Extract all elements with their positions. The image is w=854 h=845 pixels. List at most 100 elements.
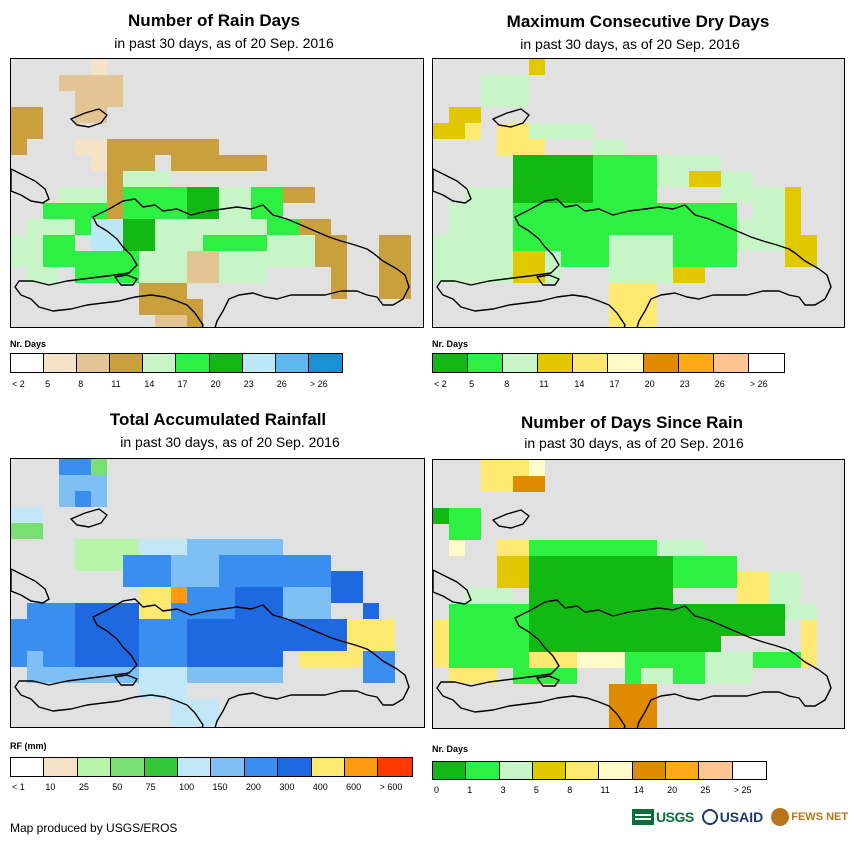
legend-swatch (378, 758, 412, 776)
usgs-logo[interactable]: USGS (632, 809, 694, 825)
legend-title-dry-days: Nr. Days (432, 339, 469, 349)
gonave-coastline (114, 274, 138, 286)
legend-swatch (538, 354, 574, 372)
legend-swatch (643, 354, 679, 372)
legend-label: 200 (245, 782, 261, 792)
legend-label: 23 (679, 379, 690, 389)
map-cell (449, 540, 465, 556)
map-cell (673, 267, 705, 283)
map-cell (43, 667, 139, 683)
panel-subtitle-days-since-rain: in past 30 days, as of 20 Sep. 2016 (524, 435, 744, 451)
legend-swatch (503, 354, 539, 372)
map-cell (609, 556, 673, 604)
map-cell (283, 587, 331, 619)
legend-bar-days-since-rain (432, 761, 767, 780)
map-cell (235, 587, 283, 619)
map-cell (203, 155, 267, 171)
map-cell (721, 171, 753, 203)
map-cell (465, 588, 513, 604)
map-rain-days[interactable] (10, 58, 424, 328)
legend-title-rainfall: RF (mm) (10, 741, 47, 751)
map-cell (59, 187, 107, 203)
map-days-since-rain[interactable] (432, 459, 845, 729)
map-cell (529, 460, 545, 476)
fews-logo-text: FEWS NET (791, 811, 849, 823)
map-cell (187, 251, 219, 283)
legend-label: 14 (633, 785, 644, 795)
map-cell (657, 540, 705, 556)
legend-label: 23 (243, 379, 254, 389)
map-cell (91, 59, 107, 75)
map-cell (433, 620, 449, 668)
map-cell (187, 539, 235, 555)
legend-label: 11 (111, 379, 121, 389)
map-consecutive-dry-days[interactable] (432, 58, 845, 328)
map-canvas (433, 460, 832, 728)
map-cell (251, 187, 283, 219)
legend-label: 300 (279, 782, 295, 792)
map-cell (801, 620, 817, 668)
map-cell (577, 652, 625, 668)
mainland-coastline (14, 598, 410, 727)
usaid-logo[interactable]: USAID (701, 809, 764, 825)
map-cell (593, 155, 657, 203)
map-cell (107, 171, 123, 219)
tortuga-coastline (492, 509, 530, 529)
legend-swatch (632, 762, 667, 779)
legend-swatch (110, 354, 144, 372)
panel-subtitle-dry-days: in past 30 days, as of 20 Sep. 2016 (520, 36, 740, 52)
map-cell (171, 155, 203, 171)
legend-label: 600 (346, 782, 362, 792)
map-cell (59, 459, 91, 475)
legend-label: 14 (574, 379, 585, 389)
legend-swatch (209, 354, 243, 372)
map-cell (753, 652, 801, 668)
legend-swatch (666, 762, 700, 779)
map-cell (593, 139, 625, 155)
map-canvas (433, 59, 832, 327)
map-cell (529, 59, 545, 75)
map-cell (11, 139, 27, 155)
panel-title-days-since-rain: Number of Days Since Rain (520, 413, 743, 432)
legend-bar-rainfall (10, 757, 413, 777)
map-cell (171, 587, 187, 603)
map-cell (513, 251, 545, 283)
map-cell (27, 651, 43, 683)
map-cell (187, 619, 283, 667)
usaid-logo-text: USAID (719, 809, 764, 825)
map-cell (673, 556, 737, 588)
legend-label: > 25 (733, 785, 752, 795)
usgs-mark-icon (632, 809, 654, 825)
legend-label: 11 (539, 379, 549, 389)
legend-swatch (566, 762, 600, 779)
map-cell (513, 155, 593, 203)
map-cell (155, 139, 171, 155)
map-cell (155, 219, 203, 251)
map-cell (123, 187, 187, 219)
map-cell (139, 587, 171, 603)
map-cell (529, 652, 577, 668)
legend-swatch (499, 762, 533, 779)
map-cell (497, 139, 545, 155)
legend-label: 25 (700, 785, 711, 795)
legend-swatch (111, 758, 145, 776)
map-cell (785, 235, 817, 267)
map-accumulated-rainfall[interactable] (10, 458, 425, 728)
legend-swatch (11, 758, 45, 776)
legend-label: < 1 (12, 782, 25, 792)
legend-label: 26 (714, 379, 725, 389)
tortuga-coastline (492, 108, 530, 128)
legend-swatch (242, 354, 276, 372)
legend-label: 1 (467, 785, 473, 795)
map-cell (705, 652, 753, 684)
legend-label: 5 (533, 785, 539, 795)
map-cell (737, 219, 785, 251)
panel-subtitle-rain-days: in past 30 days, as of 20 Sep. 2016 (114, 35, 334, 51)
legend-swatch (433, 762, 467, 779)
fews-net-logo[interactable]: FEWS NET (771, 808, 848, 826)
map-cell (561, 251, 609, 267)
map-cell (785, 604, 817, 620)
legend-swatch (308, 354, 342, 372)
map-cell (123, 555, 171, 587)
map-cell (75, 251, 139, 283)
